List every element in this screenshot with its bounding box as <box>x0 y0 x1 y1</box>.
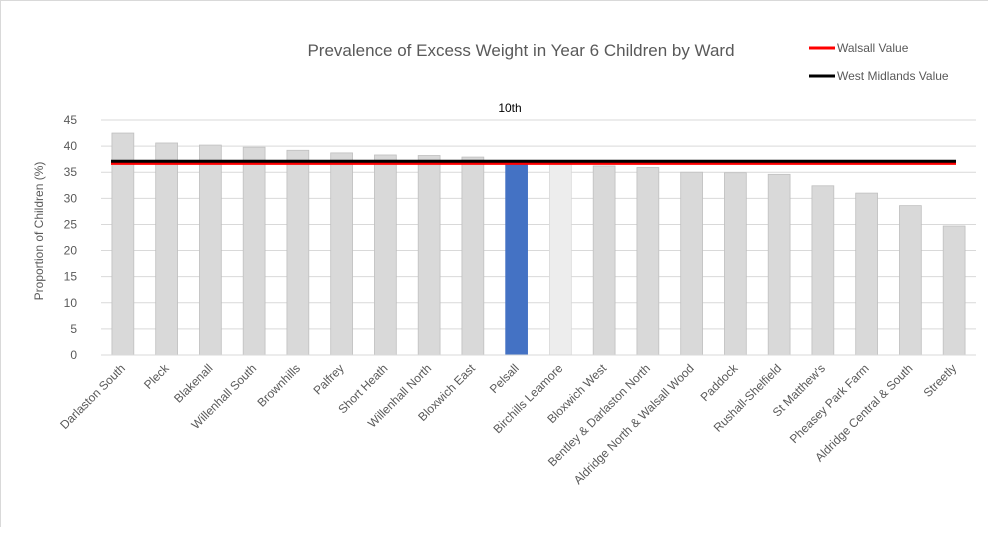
y-tick-label: 30 <box>64 191 78 205</box>
bar <box>374 154 397 356</box>
y-tick-label: 10 <box>64 296 78 310</box>
y-tick-label: 15 <box>64 270 78 284</box>
gridlines <box>101 119 976 330</box>
y-tick-label: 45 <box>64 113 78 127</box>
bar <box>505 161 528 356</box>
legend-item-walsall: Walsall Value <box>809 41 909 55</box>
x-tick-label: Streetly <box>921 361 960 400</box>
highlight-rank-label: 10th <box>498 101 521 115</box>
x-tick-label: Pleck <box>141 361 172 392</box>
bar <box>417 155 441 356</box>
reference-lines <box>111 159 956 165</box>
x-tick-label: Darlaston South <box>57 361 128 432</box>
bar <box>199 144 222 356</box>
bar <box>636 167 660 356</box>
y-tick-label: 0 <box>70 348 77 362</box>
bars <box>111 132 966 356</box>
x-tick-label: Pheasey Park Farm <box>787 361 872 446</box>
legend-item-west-midlands: West Midlands Value <box>809 69 949 83</box>
x-tick-label: Paddock <box>698 361 742 405</box>
bar <box>286 149 310 356</box>
bar <box>461 156 485 356</box>
bar <box>592 165 616 356</box>
bar <box>899 205 922 356</box>
bar <box>330 152 353 356</box>
legend: Walsall Value West Midlands Value <box>809 41 949 83</box>
x-tick-label: Pelsall <box>487 361 522 396</box>
x-tick-label: Palfrey <box>310 361 346 397</box>
y-tick-label: 20 <box>64 244 78 258</box>
bar <box>155 142 178 356</box>
y-tick-label: 5 <box>70 322 77 336</box>
y-tick-label: 40 <box>64 139 78 153</box>
x-tick-label: Blakenall <box>171 361 215 405</box>
bar <box>855 192 878 356</box>
y-tick-label: 35 <box>64 165 78 179</box>
bar <box>680 171 703 356</box>
bar <box>942 225 966 356</box>
bar <box>242 146 266 356</box>
chart-title: Prevalence of Excess Weight in Year 6 Ch… <box>307 41 734 60</box>
bar <box>549 161 572 356</box>
bar <box>111 132 135 356</box>
x-tick-label: Brownhills <box>254 361 303 410</box>
legend-label-walsall: Walsall Value <box>837 41 909 55</box>
bar <box>724 172 747 356</box>
bar <box>767 173 791 356</box>
bar <box>811 185 835 356</box>
y-axis-title: Proportion of Children (%) <box>32 162 46 301</box>
legend-label-west-midlands: West Midlands Value <box>837 69 949 83</box>
y-tick-label: 25 <box>64 217 78 231</box>
